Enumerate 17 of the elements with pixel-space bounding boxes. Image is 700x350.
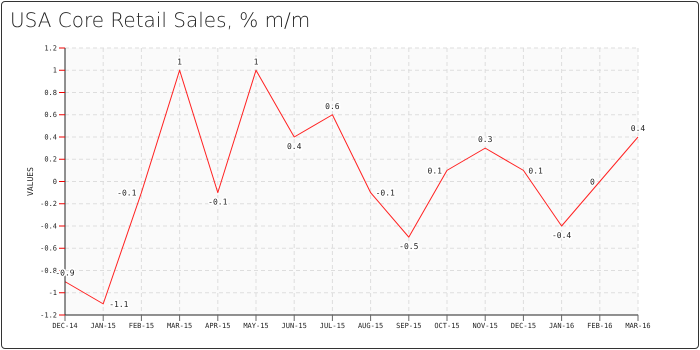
y-axis-title: VALUES (26, 166, 35, 196)
data-label: 1 (254, 57, 259, 66)
data-label: -0.5 (399, 242, 419, 252)
data-label: -0.1 (117, 188, 137, 198)
data-label: -1.1 (109, 300, 129, 309)
data-label: 0.1 (428, 166, 442, 176)
data-label: 0.4 (286, 142, 302, 151)
data-label: 0.1 (528, 166, 544, 176)
data-label: 1 (177, 57, 182, 66)
chart-title: USA Core Retail Sales, % m/m (10, 8, 310, 32)
data-label: -0.1 (376, 188, 396, 198)
data-label: 0 (590, 178, 595, 186)
data-label: 0.3 (478, 135, 493, 144)
data-label: 0.4 (630, 124, 646, 133)
data-label: -0.1 (208, 198, 228, 207)
data-label: -0.4 (552, 231, 572, 240)
data-label: 0.6 (325, 102, 340, 111)
